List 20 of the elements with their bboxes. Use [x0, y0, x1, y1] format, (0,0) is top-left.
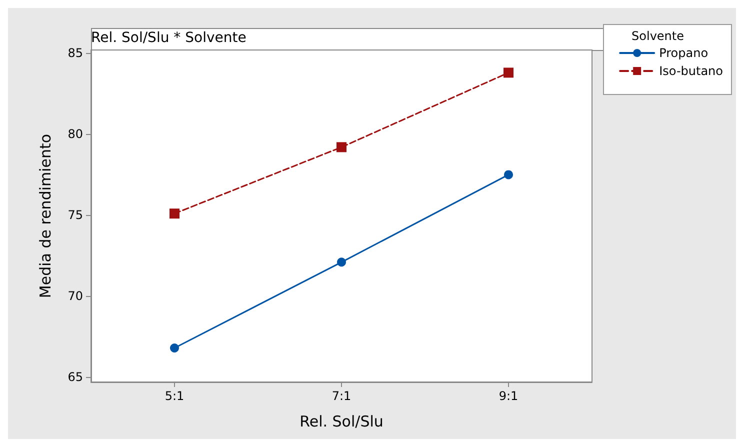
point — [504, 68, 514, 78]
y-tick-label: 70 — [68, 289, 83, 304]
legend-label: Iso-butano — [659, 64, 724, 78]
point — [336, 142, 346, 152]
legend-title: Solvente — [632, 29, 684, 43]
x-tick-label: 7:1 — [332, 389, 352, 403]
point — [170, 343, 179, 352]
y-tick-label: 75 — [68, 208, 83, 222]
point — [170, 208, 180, 219]
y-axis-title: Media de rendimiento — [36, 134, 54, 298]
y-tick-label: 65 — [68, 370, 83, 384]
point — [504, 170, 513, 180]
y-tick-label: 85 — [68, 46, 83, 60]
legend-label: Propano — [659, 46, 708, 60]
x-axis-title: Rel. Sol/Slu — [300, 412, 384, 430]
y-tick-label: 80 — [68, 127, 83, 142]
x-tick-label: 5:1 — [164, 389, 184, 403]
point — [337, 258, 346, 267]
x-tick-label: 9:1 — [498, 389, 518, 403]
chart-title: Rel. Sol/Slu * Solvente — [91, 30, 246, 46]
